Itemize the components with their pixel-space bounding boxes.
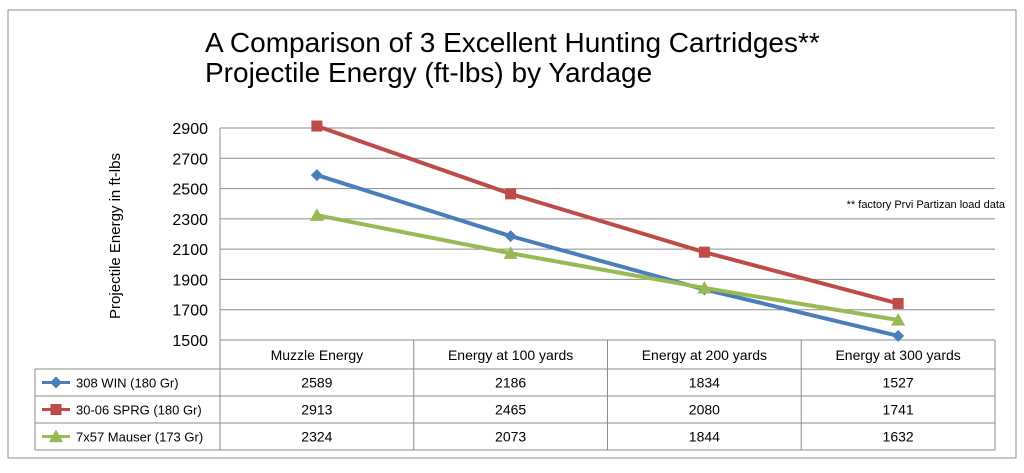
y-tick-label: 2300 (172, 212, 208, 229)
data-point (891, 313, 906, 326)
series-lines (309, 120, 906, 342)
table-cell-value: 1632 (883, 429, 914, 445)
table-cell-value: 2186 (495, 375, 526, 391)
legend-label: 30-06 SPRG (180 Gr) (76, 403, 202, 418)
x-category-label: Energy at 300 yards (835, 347, 960, 363)
data-point (892, 329, 905, 342)
y-tick-label: 1900 (172, 272, 208, 289)
legend-marker (50, 376, 62, 389)
footnote-annotation: ** factory Prvi Partizan load data (847, 199, 1006, 211)
chart-title-line-2: Projectile Energy (ft-lbs) by Yardage (205, 57, 652, 88)
y-axis-label: Projectile Energy in ft-lbs (107, 153, 124, 319)
series-line (316, 213, 899, 322)
data-point (309, 208, 324, 221)
y-tick-label: 2100 (172, 242, 208, 259)
table-cell-value: 2913 (301, 402, 332, 418)
series-3 (309, 208, 906, 326)
table-cell-value: 1741 (883, 402, 914, 418)
table-cell-value: 2465 (495, 402, 526, 418)
table-cell-value: 1834 (689, 375, 720, 391)
table-cell-value: 2589 (301, 375, 332, 391)
x-category-label: Muzzle Energy (271, 347, 364, 363)
table-cell-value: 2080 (689, 402, 720, 418)
y-tick-label: 1700 (172, 303, 208, 320)
data-point (311, 120, 323, 132)
legend-marker (50, 404, 62, 415)
y-tick-label: 2500 (172, 182, 208, 199)
x-category-label: Energy at 200 yards (642, 347, 767, 363)
data-point (503, 246, 518, 259)
table-cell-value: 1844 (689, 429, 720, 445)
data-point (697, 280, 712, 294)
data-point (892, 298, 904, 310)
series-line (316, 173, 899, 338)
series-line (316, 124, 899, 306)
legend-marker (49, 429, 63, 443)
legend-label: 308 WIN (180 Gr) (76, 376, 179, 391)
data-point (698, 246, 710, 258)
chart-title-line-1: A Comparison of 3 Excellent Hunting Cart… (205, 27, 820, 58)
gridlines (219, 127, 995, 340)
legend-label: 7x57 Mauser (173 Gr) (76, 430, 203, 445)
y-tick-label: 2900 (172, 121, 208, 138)
y-axis-ticks: 1500 1700 1900 2100 2300 2500 2700 2900 (172, 121, 208, 350)
table-cell-value: 1527 (883, 375, 914, 391)
data-table: Muzzle Energy Energy at 100 yards Energy a… (34, 339, 996, 451)
y-tick-label: 2700 (172, 151, 208, 168)
table-cell-value: 2073 (495, 429, 526, 445)
series-2 (311, 120, 904, 310)
data-point (504, 230, 517, 243)
x-category-label: Energy at 100 yards (448, 347, 573, 363)
data-point (505, 188, 517, 200)
data-point (310, 169, 323, 182)
y-tick-label: 1500 (172, 333, 208, 350)
table-cell-value: 2324 (301, 429, 332, 445)
